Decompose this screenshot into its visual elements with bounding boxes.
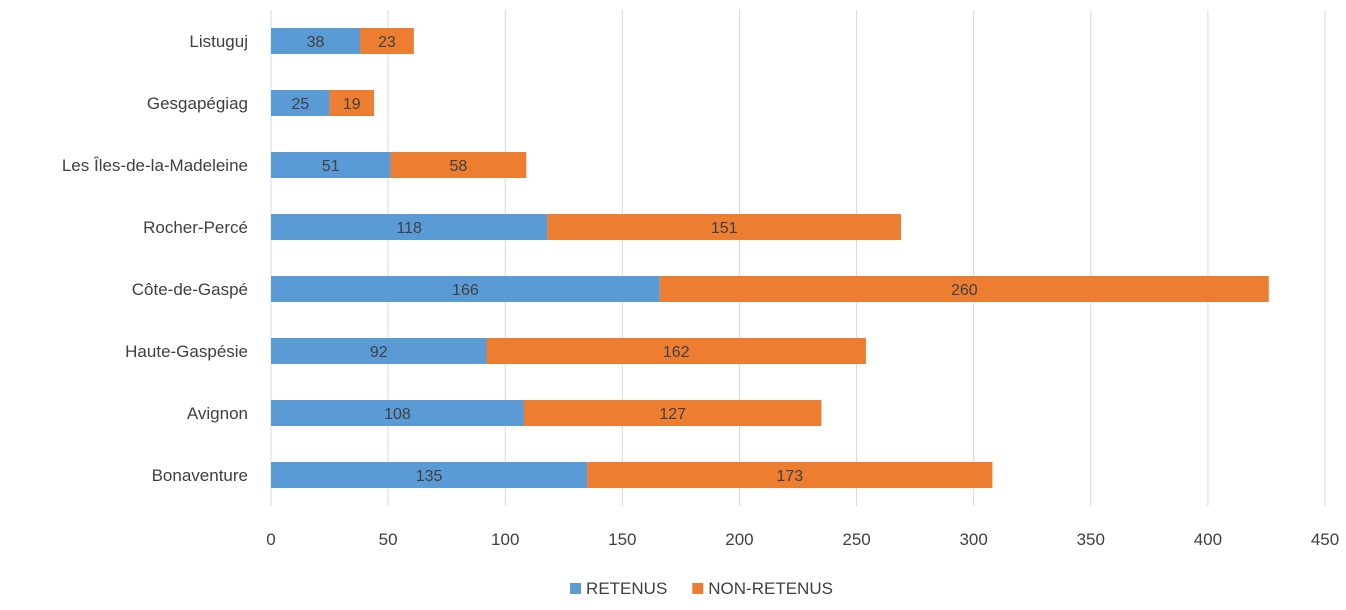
category-label: Avignon xyxy=(187,404,248,423)
data-label: 19 xyxy=(343,96,361,113)
bar-segment xyxy=(271,338,487,364)
x-tick-label: 450 xyxy=(1311,530,1339,549)
category-axis-labels: Listuguj Gesgapégiag Les Îles-de-la-Madele… xyxy=(62,32,248,485)
data-label: 151 xyxy=(711,220,738,237)
data-label: 118 xyxy=(396,220,422,237)
data-label: 108 xyxy=(384,406,411,423)
bar-segment xyxy=(390,152,527,178)
legend-swatch xyxy=(692,583,704,594)
legend-swatch xyxy=(570,583,582,594)
bar-segment xyxy=(486,338,866,364)
data-label: 92 xyxy=(370,344,388,361)
gridlines xyxy=(270,10,1326,506)
x-tick-label: 50 xyxy=(379,530,398,549)
legend-item: NON-RETENUS xyxy=(692,579,833,598)
legend-item: RETENUS xyxy=(570,579,667,598)
category-label: Haute-Gaspésie xyxy=(125,342,248,361)
bar-segment xyxy=(360,28,414,54)
bar-segment xyxy=(271,214,548,240)
x-tick-label: 200 xyxy=(725,530,753,549)
legend-label: NON-RETENUS xyxy=(708,579,833,598)
x-tick-label: 0 xyxy=(266,530,275,549)
bar-segment xyxy=(271,462,588,488)
bars xyxy=(271,28,1269,488)
category-label: Bonaventure xyxy=(152,466,248,485)
bar-segment xyxy=(271,90,330,116)
category-label: Rocher-Percé xyxy=(143,218,248,237)
x-tick-label: 150 xyxy=(608,530,636,549)
data-label: 135 xyxy=(416,468,443,485)
value-axis-tick-labels: 0 50 100 150 200 250 300 350 400 450 xyxy=(266,530,1339,549)
data-label: 173 xyxy=(776,468,803,485)
data-label: 25 xyxy=(291,96,309,113)
data-labels: 38 23 25 19 51 58 118 151 166 260 92 162 108 127 135 17… xyxy=(291,34,977,485)
category-label: Gesgapégiag xyxy=(147,94,248,113)
x-tick-label: 400 xyxy=(1194,530,1222,549)
data-label: 127 xyxy=(659,406,686,423)
x-tick-label: 100 xyxy=(491,530,519,549)
legend-label: RETENUS xyxy=(586,579,667,598)
bar-segment xyxy=(659,276,1269,302)
x-tick-label: 250 xyxy=(842,530,870,549)
data-label: 38 xyxy=(307,34,325,51)
category-label: Les Îles-de-la-Madeleine xyxy=(62,156,248,175)
category-label: Listuguj xyxy=(189,32,248,51)
data-label: 162 xyxy=(663,344,690,361)
data-label: 51 xyxy=(322,158,340,175)
category-label: Côte-de-Gaspé xyxy=(132,280,248,299)
legend: RETENUS NON-RETENUS xyxy=(570,579,833,598)
bar-segment xyxy=(523,400,822,426)
data-label: 23 xyxy=(378,34,396,51)
bar-segment xyxy=(271,400,524,426)
bar-segment xyxy=(271,276,660,302)
bar-segment xyxy=(271,28,361,54)
bar-segment xyxy=(329,90,375,116)
data-label: 260 xyxy=(951,282,978,299)
x-tick-label: 300 xyxy=(959,530,987,549)
bar-segment xyxy=(547,214,902,240)
bar-segment xyxy=(271,152,391,178)
data-label: 166 xyxy=(452,282,479,299)
bar-segment xyxy=(587,462,993,488)
x-tick-label: 350 xyxy=(1077,530,1105,549)
data-label: 58 xyxy=(449,158,467,175)
